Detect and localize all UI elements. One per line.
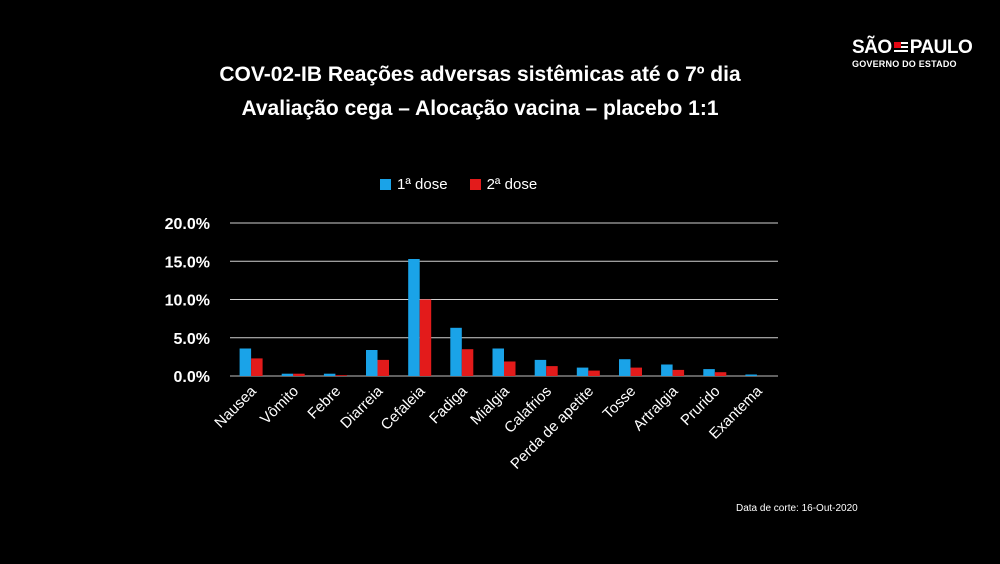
legend-swatch-dose1 <box>380 179 391 190</box>
bar-dose2 <box>335 375 347 376</box>
y-tick-label: 5.0% <box>174 331 210 348</box>
x-tick-label: Cefaleia <box>378 382 429 433</box>
logo-name: SÃO PAULO <box>852 37 973 58</box>
chart-title-line2: Avaliação cega – Alocação vacina – place… <box>241 97 719 120</box>
bar-dose1 <box>661 364 673 376</box>
x-tick-label: Febre <box>304 383 344 423</box>
x-tick-label: Tosse <box>600 383 640 423</box>
bar-dose1 <box>576 367 589 376</box>
chart-legend: 1ª dose 2ª dose <box>380 176 537 193</box>
logo-main: SÃO PAULO <box>852 38 982 58</box>
bar-dose2 <box>630 367 642 376</box>
flag-icon <box>893 42 908 54</box>
x-tick-label: Nausea <box>211 382 260 431</box>
bar-dose1 <box>703 369 715 376</box>
y-tick-label: 0.0% <box>174 369 210 386</box>
bar-dose1 <box>745 374 757 376</box>
bar-dose1 <box>534 359 547 376</box>
y-tick-label: 20.0% <box>165 216 210 233</box>
bar-dose2 <box>251 358 263 376</box>
bar-dose1 <box>281 373 294 376</box>
chart-title: COV-02-IB Reações adversas sistêmicas at… <box>80 58 880 126</box>
bar-dose2 <box>714 372 727 376</box>
x-tick-label: Vômito <box>257 383 302 428</box>
cutoff-date: Data de corte: 16-Out-2020 <box>736 503 858 514</box>
bar-dose2 <box>588 370 600 376</box>
bar-dose1 <box>239 348 252 376</box>
bar-dose2 <box>377 359 389 376</box>
y-tick-label: 10.0% <box>165 293 210 310</box>
bar-dose2 <box>293 373 305 376</box>
legend-label-dose1: 1ª dose <box>397 176 448 193</box>
x-tick-label: Fadiga <box>426 382 471 427</box>
bar-dose2 <box>419 299 432 376</box>
sao-paulo-logo: SÃO PAULO GOVERNO DO ESTADO <box>852 38 982 70</box>
legend-item-dose1: 1ª dose <box>380 176 448 193</box>
chart-title-line1: COV-02-IB Reações adversas sistêmicas at… <box>219 63 741 86</box>
logo-subtitle: GOVERNO DO ESTADO <box>852 59 957 69</box>
bar-dose2 <box>461 349 474 376</box>
bar-dose1 <box>323 373 336 376</box>
legend-item-dose2: 2ª dose <box>469 176 538 193</box>
bar-dose1 <box>366 350 378 376</box>
y-tick-label: 15.0% <box>165 254 210 271</box>
bar-dose1 <box>450 327 462 376</box>
bar-dose2 <box>672 369 685 376</box>
legend-swatch-dose2 <box>469 179 481 190</box>
bar-dose1 <box>408 259 420 376</box>
bar-dose2 <box>504 361 516 376</box>
bar-dose1 <box>619 359 631 376</box>
bar-dose1 <box>492 348 504 376</box>
bar-dose2 <box>546 366 558 376</box>
legend-label-dose2: 2ª dose <box>486 176 538 193</box>
x-tick-label: Artralgia <box>630 382 682 434</box>
